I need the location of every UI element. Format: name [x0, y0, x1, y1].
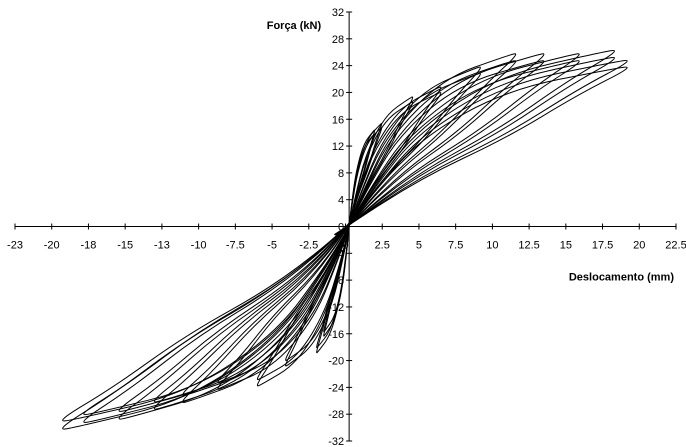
- hysteresis-loop: [153, 60, 545, 403]
- y-tick-label: -32: [328, 436, 344, 447]
- y-tick-label: 12: [332, 141, 344, 153]
- x-tick-label: -5: [267, 240, 277, 252]
- y-tick-label: 20: [332, 87, 344, 99]
- axes: -23 -20 -18 -15 -13 -10 -7.5 -5 -2.5 0 2.5 5 7.5 10 12…: [7, 7, 686, 447]
- y-tick-label: 32: [332, 7, 344, 19]
- x-tick-label: -13: [154, 240, 170, 252]
- x-tick-label: -2.5: [299, 240, 318, 252]
- hysteresis-loop: [256, 92, 442, 381]
- y-tick-label: -16: [328, 329, 344, 341]
- x-tick-label: -23: [7, 240, 23, 252]
- y-tick-label: -20: [328, 356, 344, 368]
- x-tick-label: 12.5: [518, 240, 539, 252]
- x-ticks: -23 -20 -18 -15 -13 -10 -7.5 -5 -2.5 0 2.5 5 7.5 10 12…: [7, 223, 686, 252]
- x-tick-label: 10: [486, 240, 498, 252]
- y-tick-label: 0: [338, 222, 344, 234]
- x-tick-label: -20: [44, 240, 60, 252]
- y-tick-label: 4: [338, 195, 344, 207]
- y-axis-title: Força (kN): [267, 20, 322, 32]
- x-tick-label: -15: [117, 240, 133, 252]
- y-tick-label: -8: [334, 275, 344, 287]
- y-tick-label: 24: [332, 61, 344, 73]
- x-tick-label: 0: [342, 240, 348, 252]
- x-tick-label: -10: [191, 240, 207, 252]
- x-tick-label: 2.5: [375, 240, 390, 252]
- y-tick-label: -28: [328, 409, 344, 421]
- x-tick-label: 20: [633, 240, 645, 252]
- y-tick-label: 8: [338, 168, 344, 180]
- x-tick-label: -7.5: [226, 240, 245, 252]
- x-tick-label: 7.5: [448, 240, 463, 252]
- x-axis-title: Deslocamento (mm): [569, 272, 674, 284]
- x-tick-label: 15: [560, 240, 572, 252]
- y-tick-label: -12: [328, 302, 344, 314]
- y-tick-label: -24: [328, 382, 344, 394]
- y-tick-label: 28: [332, 34, 344, 46]
- hysteresis-loop: [118, 60, 580, 412]
- hysteresis-curves: [62, 49, 628, 430]
- hysteresis-loop: [285, 101, 414, 361]
- hysteresis-loop: [83, 57, 615, 416]
- hysteresis-loop: [182, 60, 517, 396]
- hysteresis-loop: [62, 66, 628, 422]
- x-tick-label: -18: [80, 240, 96, 252]
- y-tick-label: 16: [332, 114, 344, 126]
- x-tick-label: 5: [416, 240, 422, 252]
- x-tick-label: 17.5: [592, 240, 613, 252]
- x-tick-label: 22.5: [665, 240, 686, 252]
- y-tick-label: -4: [334, 248, 344, 260]
